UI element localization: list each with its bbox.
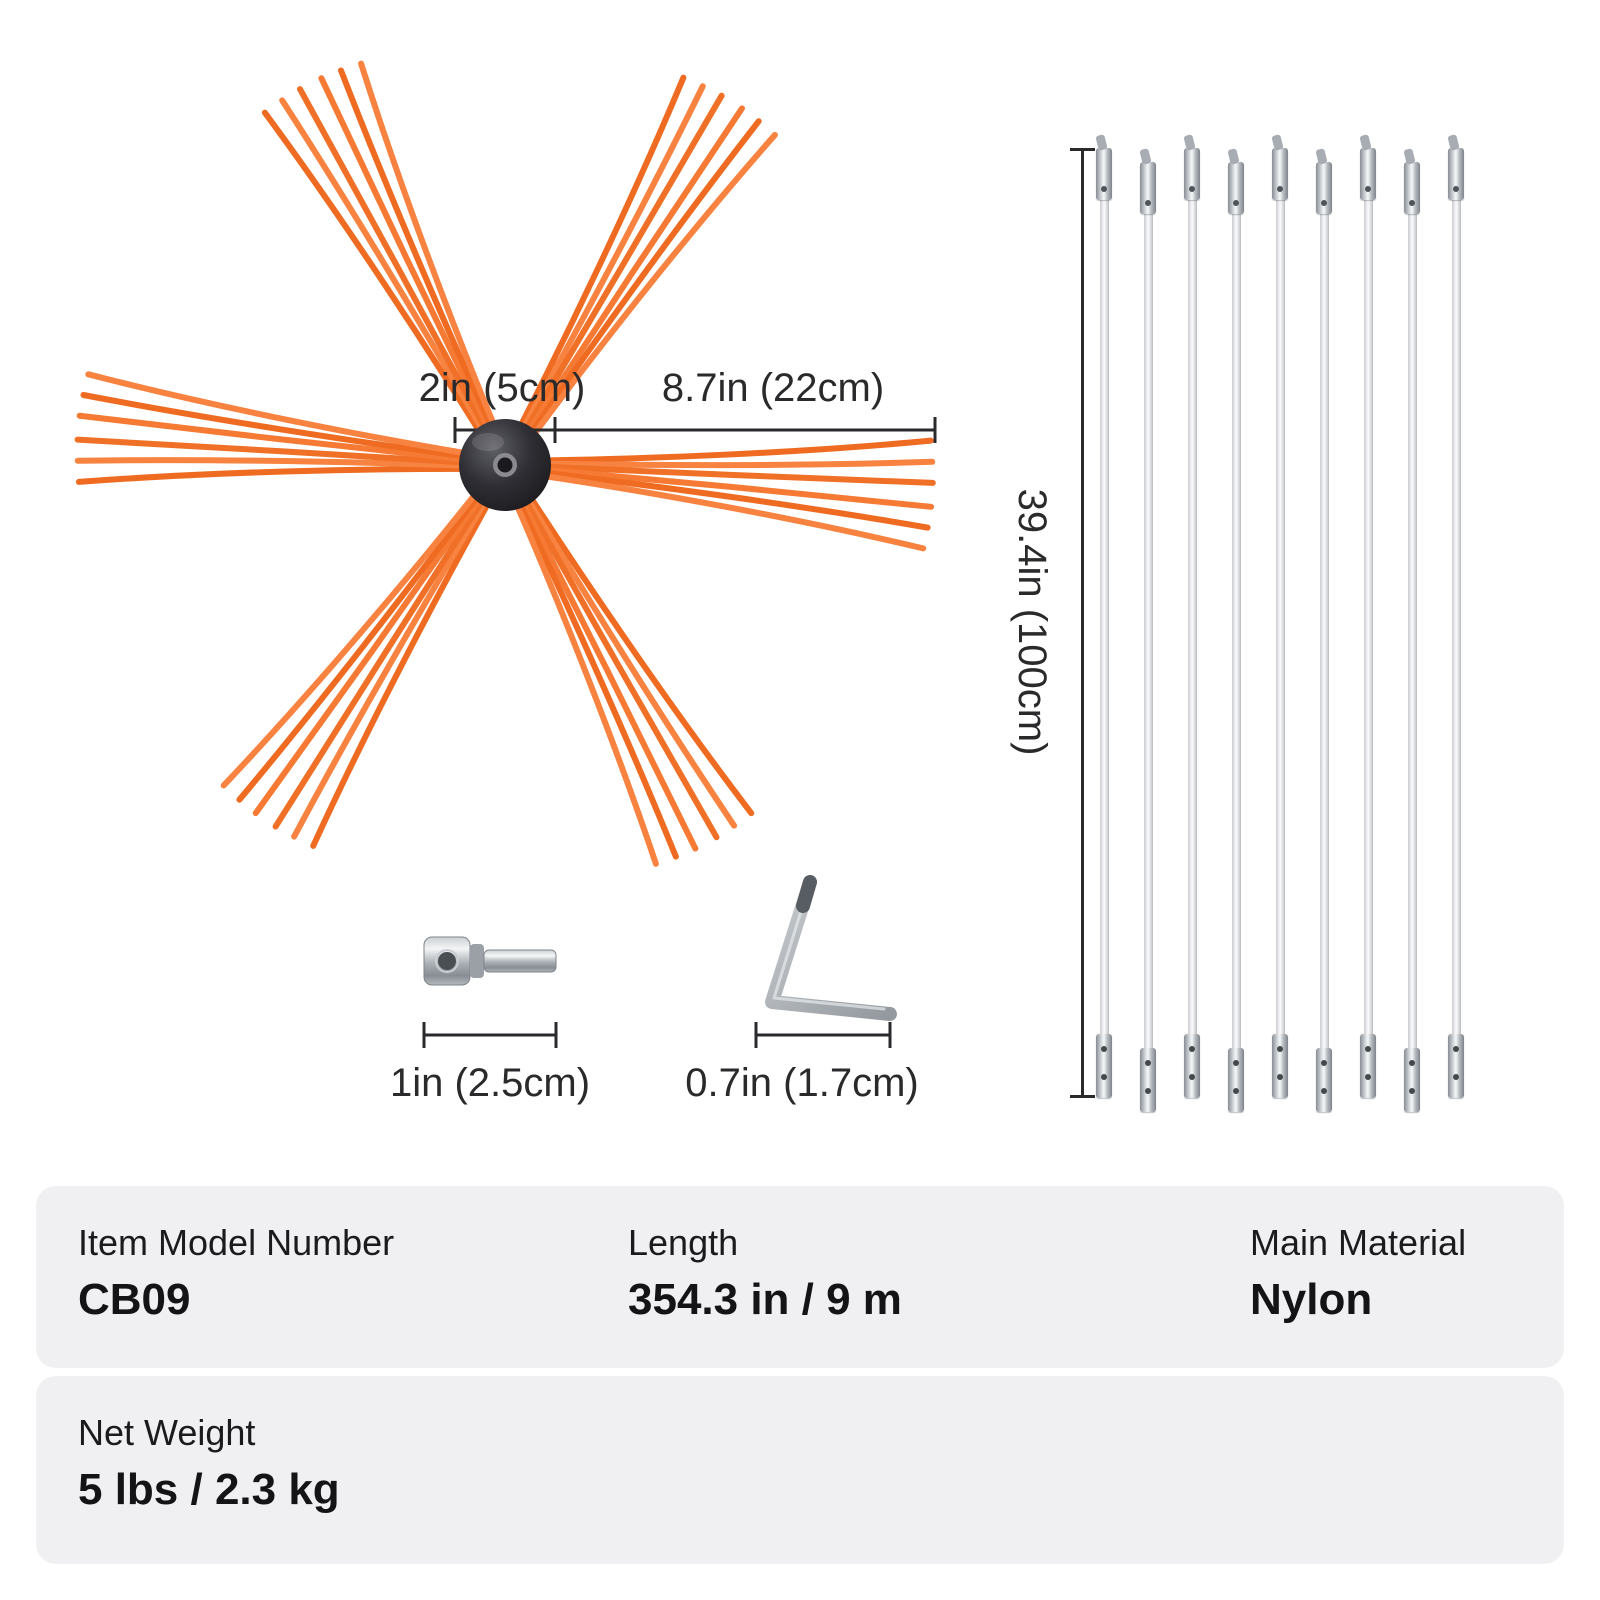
rod-bottom-connector — [1404, 1048, 1420, 1112]
adapter-length-label: 1in (2.5cm) — [389, 1061, 591, 1105]
rod-bottom-connector — [1360, 1034, 1376, 1098]
rod-top-connector — [1448, 148, 1464, 200]
extension-rod — [1403, 162, 1421, 1112]
spec-value: CB09 — [78, 1275, 191, 1324]
hex-key — [765, 875, 897, 1021]
extension-rod — [1315, 162, 1333, 1112]
brush-dimension-lines — [453, 417, 937, 443]
rod-bottom-connector — [1448, 1034, 1464, 1098]
rod-length-label: 39.4in (100cm) — [1010, 488, 1054, 756]
hub-diameter-label: 2in (5cm) — [418, 366, 586, 410]
extension-rod — [1359, 148, 1377, 1098]
rod-top-connector — [1140, 162, 1156, 214]
rod-shaft — [1275, 200, 1285, 1034]
rod-bottom-connector — [1228, 1048, 1244, 1112]
rod-top-connector — [1272, 148, 1288, 200]
spec-label: Length — [628, 1222, 739, 1263]
rod-shaft — [1143, 214, 1153, 1048]
spec-label: Main Material — [1250, 1222, 1467, 1263]
rod-top-connector — [1360, 148, 1376, 200]
rod-bottom-connector — [1272, 1034, 1288, 1098]
rod-top-connector — [1184, 148, 1200, 200]
rod-bottom-connector — [1140, 1048, 1156, 1112]
extension-rod — [1183, 148, 1201, 1098]
rod-shaft — [1319, 214, 1329, 1048]
adapter-dimension-line — [422, 1022, 558, 1048]
spec-value: 5 lbs / 2.3 kg — [78, 1465, 340, 1514]
extension-rod — [1139, 162, 1157, 1112]
brush-hub — [459, 419, 551, 511]
hex-key-length-label: 0.7in (1.7cm) — [685, 1061, 919, 1105]
rod-shaft — [1231, 214, 1241, 1048]
spec-value: 354.3 in / 9 m — [628, 1275, 902, 1324]
extension-rods — [1095, 148, 1465, 1112]
rod-shaft — [1187, 200, 1197, 1034]
brush-and-tools-illustration — [0, 0, 1000, 1048]
rod-top-connector — [1096, 148, 1112, 200]
rod-dimension-line — [1070, 148, 1095, 1098]
spec-panel-bottom: Net Weight 5 lbs / 2.3 kg — [36, 1376, 1564, 1564]
rod-shaft — [1099, 200, 1109, 1034]
rod-bottom-connector — [1096, 1034, 1112, 1098]
rod-shaft — [1407, 214, 1417, 1048]
rod-shaft — [1363, 200, 1373, 1034]
rod-shaft — [1451, 200, 1461, 1034]
rod-bottom-connector — [1316, 1048, 1332, 1112]
rod-top-connector — [1228, 162, 1244, 214]
spec-net-weight: Net Weight 5 lbs / 2.3 kg — [78, 1412, 340, 1516]
spec-item-model-number: Item Model Number CB09 — [78, 1222, 394, 1326]
spec-label: Net Weight — [78, 1412, 256, 1453]
rod-bottom-connector — [1184, 1034, 1200, 1098]
spec-length: Length 354.3 in / 9 m — [628, 1222, 902, 1326]
rod-top-connector — [1316, 162, 1332, 214]
rod-top-connector — [1404, 162, 1420, 214]
extension-rod — [1227, 162, 1245, 1112]
spec-main-material: Main Material Nylon — [1250, 1222, 1466, 1326]
extension-rod — [1095, 148, 1113, 1098]
spec-panel-top: Item Model Number CB09 Length 354.3 in /… — [36, 1186, 1564, 1368]
drill-adapter — [423, 936, 557, 986]
extension-rod — [1271, 148, 1289, 1098]
bristle-length-label: 8.7in (22cm) — [661, 366, 885, 410]
spec-value: Nylon — [1250, 1275, 1373, 1324]
spec-label: Item Model Number — [78, 1222, 395, 1263]
hex-key-dimension-line — [754, 1022, 892, 1048]
extension-rod — [1447, 148, 1465, 1098]
